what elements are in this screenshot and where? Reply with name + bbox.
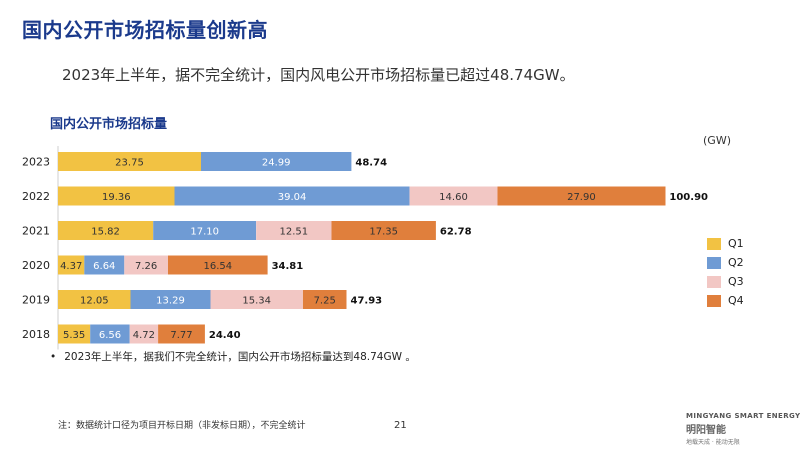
chart-title: 国内公开市场招标量: [50, 117, 168, 132]
data-label-2019-q1: 12.05: [80, 296, 109, 307]
bar-2021-q2: [153, 221, 257, 240]
total-label-2021: 62.78: [440, 227, 472, 238]
data-label-2022-q4: 27.90: [567, 192, 596, 203]
chart-legend: Q1 Q2 Q3 Q4: [707, 234, 744, 310]
data-label-2018-q1: 5.35: [63, 330, 85, 341]
data-label-2023-q2: 24.99: [262, 158, 291, 169]
legend-swatch-q1: [707, 237, 721, 250]
data-label-2018-q2: 6.56: [99, 330, 121, 341]
bar-2023-q2: [201, 152, 352, 171]
summary-note: • 2023年上半年，据我们不完全统计，国内公开市场招标量达到48.74GW 。: [50, 349, 416, 364]
data-label-2021-q1: 15.82: [91, 227, 120, 238]
data-label-2022-q1: 19.36: [102, 192, 131, 203]
logo-chinese-text: 明阳智能: [686, 425, 726, 436]
bar-2019-q1: [58, 290, 131, 309]
bar-2019-q3: [210, 290, 303, 309]
legend-swatch-q3: [707, 275, 721, 288]
bar-2020-q3: [124, 255, 168, 275]
total-label-2020: 34.81: [272, 261, 304, 272]
legend-swatch-q2: [707, 256, 721, 269]
total-label-2023: 48.74: [355, 158, 387, 169]
legend-label-q1: Q1: [728, 237, 744, 250]
bar-2021-q1: [58, 221, 154, 240]
data-label-2019-q2: 13.29: [156, 296, 185, 307]
bullet-icon: •: [50, 351, 57, 363]
slide-title: 国内公开市场招标量创新高: [22, 18, 268, 42]
legend-label-q3: Q3: [728, 275, 744, 288]
bar-2018-q1: [58, 324, 91, 344]
legend-label-q2: Q2: [728, 256, 744, 269]
data-label-2021-q2: 17.10: [190, 227, 219, 238]
data-label-2020-q4: 16.54: [203, 261, 232, 272]
bar-2022-q4: [497, 186, 666, 206]
bar-2019-q4: [302, 290, 347, 309]
logo-english-text: MINGYANG SMART ENERGY: [686, 412, 800, 420]
y-tick-label-2021: 2021: [22, 225, 50, 238]
total-label-2022: 100.90: [669, 192, 708, 203]
bar-2022-q3: [409, 186, 498, 206]
data-label-2018-q4: 7.77: [170, 330, 192, 341]
company-logo: MINGYANG SMART ENERGY 明阳智能 地载天成 · 能动无限: [686, 412, 800, 446]
y-tick-label-2018: 2018: [22, 328, 50, 341]
bar-2022-q2: [174, 186, 410, 206]
chart-unit-label: (GW): [703, 134, 731, 147]
y-tick-label-2023: 2023: [22, 156, 50, 169]
bar-2020-q2: [84, 255, 125, 275]
bar-2019-q2: [130, 290, 211, 309]
y-tick-label-2019: 2019: [22, 294, 50, 307]
bar-2023-q1: [58, 152, 201, 171]
legend-item-q3: Q3: [707, 272, 744, 291]
y-tick-label-2022: 2022: [22, 190, 50, 203]
bar-2022-q1: [58, 186, 175, 206]
slide-subtitle: 2023年上半年，据不完全统计，国内风电公开市场招标量已超过48.74GW。: [62, 66, 575, 84]
legend-item-q2: Q2: [707, 253, 744, 272]
data-label-2021-q3: 12.51: [279, 227, 308, 238]
logo-slogan: 地载天成 · 能动无限: [686, 439, 740, 446]
data-label-2022-q3: 14.60: [439, 192, 468, 203]
bar-2020-q1: [58, 255, 85, 275]
bar-2018-q4: [158, 324, 205, 344]
total-label-2018: 24.40: [209, 330, 241, 341]
bar-2018-q2: [90, 324, 130, 344]
data-label-2020-q2: 6.64: [93, 261, 115, 272]
data-label-2021-q4: 17.35: [369, 227, 398, 238]
y-tick-label-2020: 2020: [22, 259, 50, 272]
data-label-2018-q3: 4.72: [133, 330, 155, 341]
page-number: 21: [394, 420, 407, 431]
bar-2020-q4: [168, 255, 268, 275]
footnote: 注：数据统计口径为项目开标日期（非发标日期），不完全统计: [58, 421, 306, 431]
bar-2021-q3: [256, 221, 332, 240]
data-label-2023-q1: 23.75: [115, 158, 144, 169]
legend-label-q4: Q4: [728, 294, 744, 307]
data-label-2019-q4: 7.25: [314, 296, 336, 307]
legend-item-q1: Q1: [707, 234, 744, 253]
data-label-2020-q1: 4.37: [60, 261, 82, 272]
data-label-2022-q2: 39.04: [278, 192, 307, 203]
data-label-2020-q3: 7.26: [135, 261, 157, 272]
summary-note-text: 2023年上半年，据我们不完全统计，国内公开市场招标量达到48.74GW 。: [64, 351, 416, 363]
bar-2021-q4: [331, 221, 436, 240]
data-label-2019-q3: 15.34: [242, 296, 271, 307]
total-label-2019: 47.93: [351, 296, 383, 307]
legend-swatch-q4: [707, 294, 721, 307]
bar-2018-q3: [129, 324, 159, 344]
legend-item-q4: Q4: [707, 291, 744, 310]
